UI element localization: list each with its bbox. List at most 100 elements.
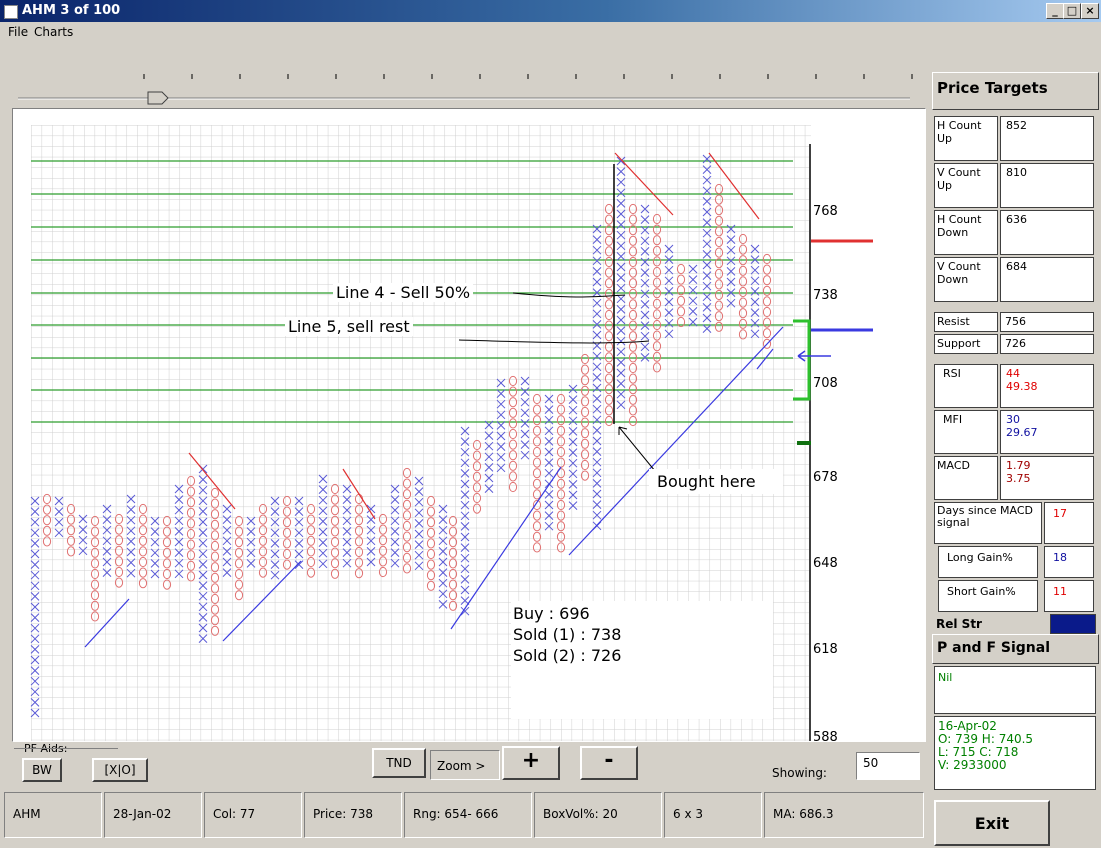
o-mark bbox=[138, 514, 148, 525]
showing-input[interactable]: 50 bbox=[856, 752, 920, 780]
x-mark bbox=[640, 342, 650, 352]
o-mark bbox=[472, 461, 482, 472]
status-date: 28-Jan-02 bbox=[104, 792, 202, 838]
x-mark bbox=[30, 528, 40, 538]
x-mark bbox=[616, 230, 626, 240]
x-mark bbox=[198, 496, 208, 506]
x-mark bbox=[616, 167, 626, 176]
o-mark bbox=[354, 536, 364, 547]
x-mark bbox=[592, 298, 602, 308]
slider-track bbox=[18, 74, 913, 105]
o-mark bbox=[580, 385, 590, 396]
x-mark bbox=[640, 236, 650, 246]
x-mark bbox=[390, 495, 400, 504]
x-mark bbox=[484, 473, 494, 483]
o-mark bbox=[138, 503, 148, 515]
x-mark bbox=[150, 537, 160, 547]
o-mark bbox=[714, 321, 724, 332]
x-mark bbox=[30, 698, 40, 707]
o-mark bbox=[282, 527, 292, 538]
o-mark bbox=[652, 362, 662, 373]
x-mark bbox=[414, 561, 424, 571]
minimize-button[interactable]: _ bbox=[1046, 3, 1064, 19]
v-count-up-label: V Count Up bbox=[934, 163, 998, 208]
x-mark bbox=[460, 426, 470, 436]
o-mark bbox=[234, 558, 244, 569]
x-mark bbox=[702, 292, 712, 302]
zoom-out-button[interactable]: - bbox=[580, 746, 638, 780]
x-mark bbox=[198, 623, 208, 633]
o-mark bbox=[762, 317, 772, 328]
x-mark bbox=[568, 427, 578, 436]
x-mark bbox=[520, 408, 530, 418]
o-mark bbox=[306, 525, 316, 536]
slider-thumb bbox=[147, 91, 169, 105]
x-mark bbox=[750, 329, 760, 339]
x-mark bbox=[702, 324, 712, 333]
xo-button[interactable]: [X|O] bbox=[92, 758, 148, 782]
o-mark bbox=[42, 493, 52, 505]
x-mark bbox=[750, 318, 760, 328]
menu-charts[interactable]: Charts bbox=[34, 25, 74, 39]
short-gain-value: 11 bbox=[1044, 580, 1094, 612]
o-mark bbox=[354, 515, 364, 526]
o-mark bbox=[258, 503, 268, 515]
line5-label: Line 5, sell rest bbox=[285, 317, 413, 336]
zoom-in-button[interactable]: + bbox=[502, 746, 560, 780]
x-mark bbox=[496, 410, 506, 420]
o-mark bbox=[42, 525, 52, 536]
macd-signal: 3.75 bbox=[1006, 472, 1031, 485]
x-mark bbox=[198, 538, 208, 548]
o-mark bbox=[628, 214, 638, 225]
x-mark bbox=[342, 548, 352, 557]
o-mark bbox=[508, 439, 518, 450]
bw-button[interactable]: BW bbox=[22, 758, 62, 782]
o-mark bbox=[258, 514, 268, 525]
x-mark bbox=[342, 495, 352, 504]
bought-label: Bought here bbox=[649, 469, 783, 494]
x-mark bbox=[30, 708, 40, 718]
o-mark bbox=[508, 428, 518, 440]
o-mark bbox=[402, 563, 412, 574]
o-mark bbox=[676, 285, 686, 296]
x-mark bbox=[640, 225, 650, 235]
x-mark bbox=[150, 516, 160, 526]
o-mark bbox=[426, 517, 436, 528]
close-button[interactable]: × bbox=[1081, 3, 1099, 19]
x-mark bbox=[616, 389, 626, 399]
x-mark bbox=[592, 373, 602, 382]
o-mark bbox=[556, 499, 566, 511]
rsi-label: RSI bbox=[934, 364, 998, 408]
o-mark bbox=[114, 545, 124, 556]
menu-file[interactable]: File bbox=[8, 25, 29, 39]
o-mark bbox=[210, 572, 220, 583]
o-mark bbox=[532, 425, 542, 436]
o-mark bbox=[508, 481, 518, 493]
o-mark bbox=[186, 560, 196, 571]
o-mark bbox=[282, 548, 292, 560]
support-value: 726 bbox=[1000, 334, 1094, 354]
x-mark bbox=[222, 515, 232, 524]
x-mark bbox=[198, 634, 208, 643]
buy-price: Buy : 696 bbox=[513, 604, 590, 623]
line4-label: Line 4 - Sell 50% bbox=[333, 283, 474, 302]
exit-button[interactable]: Exit bbox=[934, 800, 1050, 846]
sold1-price: Sold (1) : 738 bbox=[513, 625, 622, 644]
maximize-button[interactable]: □ bbox=[1063, 3, 1081, 19]
x-mark bbox=[460, 564, 470, 574]
x-mark bbox=[616, 156, 626, 166]
x-mark bbox=[318, 548, 328, 558]
x-mark bbox=[438, 557, 448, 567]
o-mark bbox=[162, 537, 172, 548]
chart-area[interactable]: 768 738 708 678 648 618 588 Line 4 - Sell 50% … bbox=[12, 108, 926, 745]
o-mark bbox=[580, 459, 590, 471]
trade-summary: Buy : 696 Sold (1) : 738 Sold (2) : 726 bbox=[511, 601, 773, 719]
tnd-button[interactable]: TND bbox=[372, 748, 426, 778]
o-mark bbox=[580, 353, 590, 365]
o-mark bbox=[652, 298, 662, 309]
o-mark bbox=[738, 265, 748, 276]
column-slider[interactable] bbox=[12, 72, 916, 108]
x-mark bbox=[318, 506, 328, 516]
o-mark bbox=[306, 503, 316, 515]
x-mark bbox=[726, 267, 736, 276]
